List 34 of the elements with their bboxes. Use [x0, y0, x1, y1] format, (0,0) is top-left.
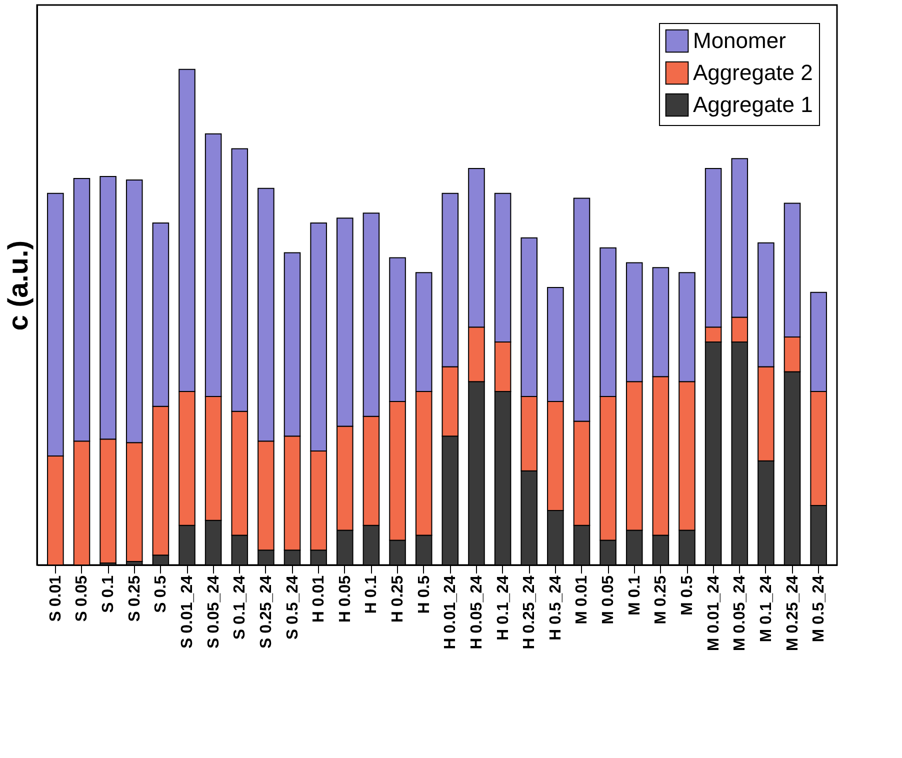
- x-tick-label: M 0.25_24: [784, 575, 802, 652]
- legend-label: Monomer: [693, 28, 786, 53]
- x-tick-label: M 0.1_24: [758, 575, 775, 642]
- x-tick-label: S 0.05_24: [205, 575, 222, 648]
- x-tick-label: S 0.05: [74, 575, 91, 622]
- x-tick-label: H 0.5_24: [547, 575, 564, 640]
- x-tick-label: M 0.01_24: [705, 575, 722, 652]
- x-tick-label: M 0.05_24: [732, 575, 749, 652]
- x-tick-label: S 0.25_24: [258, 575, 275, 648]
- y-axis-title: c (a.u.): [2, 240, 34, 331]
- x-tick-label: M 0.01: [574, 575, 591, 624]
- x-tick-label: H 0.01: [310, 575, 328, 623]
- x-tick-label: M 0.1: [626, 575, 644, 616]
- x-tick-label: S 0.25: [126, 575, 144, 622]
- x-tick-label: S 0.1_24: [232, 575, 249, 640]
- x-tick-label: S 0.5: [152, 575, 170, 613]
- x-tick-label: H 0.25: [390, 575, 407, 623]
- x-tick-label: S 0.01_24: [179, 575, 196, 648]
- x-tick-label: H 0.25_24: [521, 575, 538, 650]
- legend-label: Aggregate 2: [693, 60, 813, 85]
- x-tick-label: M 0.25: [652, 575, 670, 624]
- x-tick-label: M 0.5_24: [810, 575, 828, 642]
- x-tick-label: M 0.05: [600, 575, 618, 624]
- x-tick-label: S 0.1: [100, 575, 118, 613]
- x-tick-label: S 0.01: [47, 575, 64, 622]
- x-tick-label: H 0.01_24: [442, 575, 460, 650]
- x-tick-label: H 0.1: [363, 575, 380, 614]
- x-tick-label: M 0.5: [679, 575, 696, 616]
- x-tick-label: H 0.1_24: [494, 575, 512, 640]
- legend-label: Aggregate 1: [693, 92, 813, 117]
- x-tick-label: H 0.05: [336, 575, 354, 623]
- x-tick-label: H 0.5: [416, 575, 433, 614]
- x-tick-label: H 0.05_24: [468, 575, 486, 650]
- x-tick-label: S 0.5_24: [284, 575, 302, 640]
